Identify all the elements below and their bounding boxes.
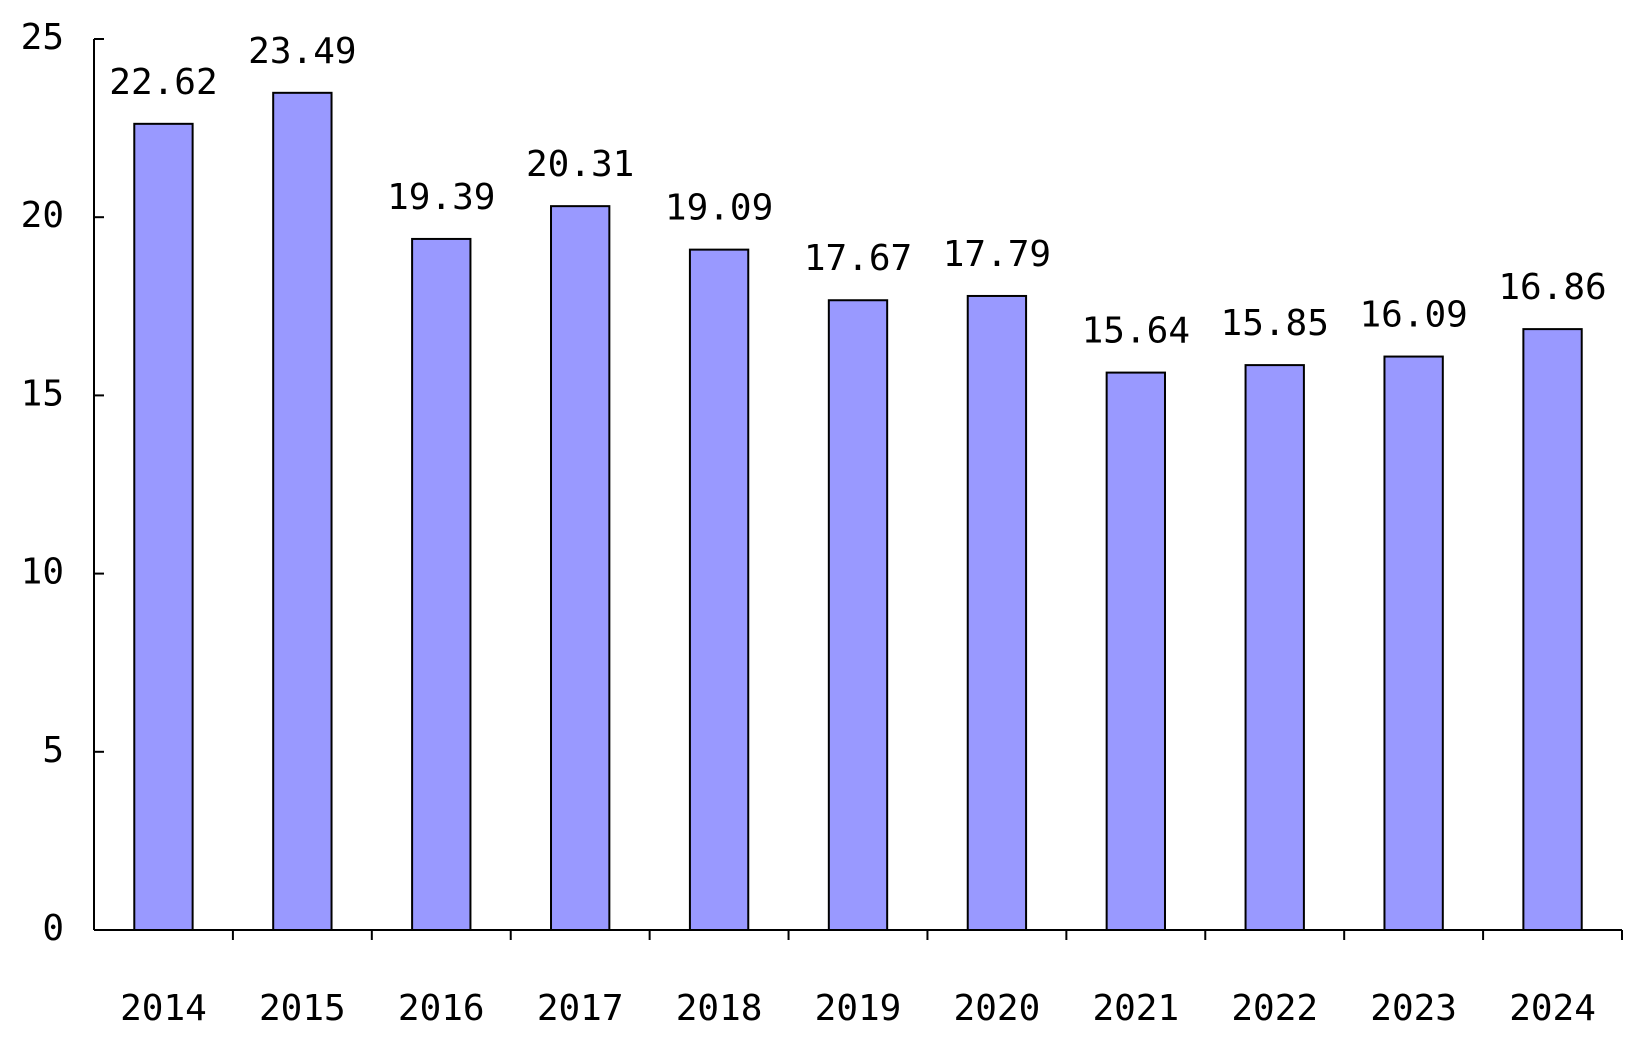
bar bbox=[827, 299, 889, 931]
x-tick-label: 2014 bbox=[120, 988, 207, 1029]
bar bbox=[411, 237, 472, 931]
x-tick-label: 2015 bbox=[259, 988, 346, 1029]
y-tick-label: 15 bbox=[21, 373, 64, 414]
y-tick-label: 25 bbox=[21, 17, 64, 58]
bar bbox=[133, 122, 194, 932]
y-tick-label: 20 bbox=[21, 195, 64, 236]
y-tick-label: 0 bbox=[42, 908, 64, 949]
x-tick-label: 2024 bbox=[1509, 988, 1596, 1029]
value-label: 20.31 bbox=[526, 144, 634, 185]
bar bbox=[1105, 371, 1166, 931]
x-tick-label: 2023 bbox=[1370, 988, 1457, 1029]
bar bbox=[550, 205, 611, 931]
x-tick-label: 2016 bbox=[398, 988, 485, 1029]
x-tick-label: 2018 bbox=[676, 988, 763, 1029]
y-tick-label: 5 bbox=[42, 730, 64, 771]
value-label: 16.09 bbox=[1359, 295, 1467, 336]
value-label: 19.09 bbox=[665, 188, 773, 229]
x-tick-label: 2020 bbox=[954, 988, 1041, 1029]
value-label: 19.39 bbox=[387, 177, 495, 218]
value-label: 16.86 bbox=[1498, 267, 1606, 308]
bar bbox=[688, 248, 750, 932]
value-label: 22.62 bbox=[109, 62, 217, 103]
value-label: 17.67 bbox=[804, 238, 912, 279]
x-tick-label: 2021 bbox=[1092, 988, 1179, 1029]
value-label: 23.49 bbox=[248, 31, 356, 72]
value-label: 17.79 bbox=[943, 234, 1051, 275]
x-tick-label: 2022 bbox=[1231, 988, 1318, 1029]
bar bbox=[966, 294, 1028, 931]
bar bbox=[1383, 355, 1444, 931]
bar bbox=[1244, 364, 1305, 931]
value-label: 15.85 bbox=[1221, 303, 1329, 344]
value-label: 15.64 bbox=[1082, 311, 1190, 352]
bar bbox=[272, 91, 333, 931]
x-tick-label: 2017 bbox=[537, 988, 624, 1029]
y-tick-label: 10 bbox=[21, 552, 64, 593]
x-tick-label: 2019 bbox=[815, 988, 902, 1029]
bar bbox=[1522, 328, 1583, 931]
